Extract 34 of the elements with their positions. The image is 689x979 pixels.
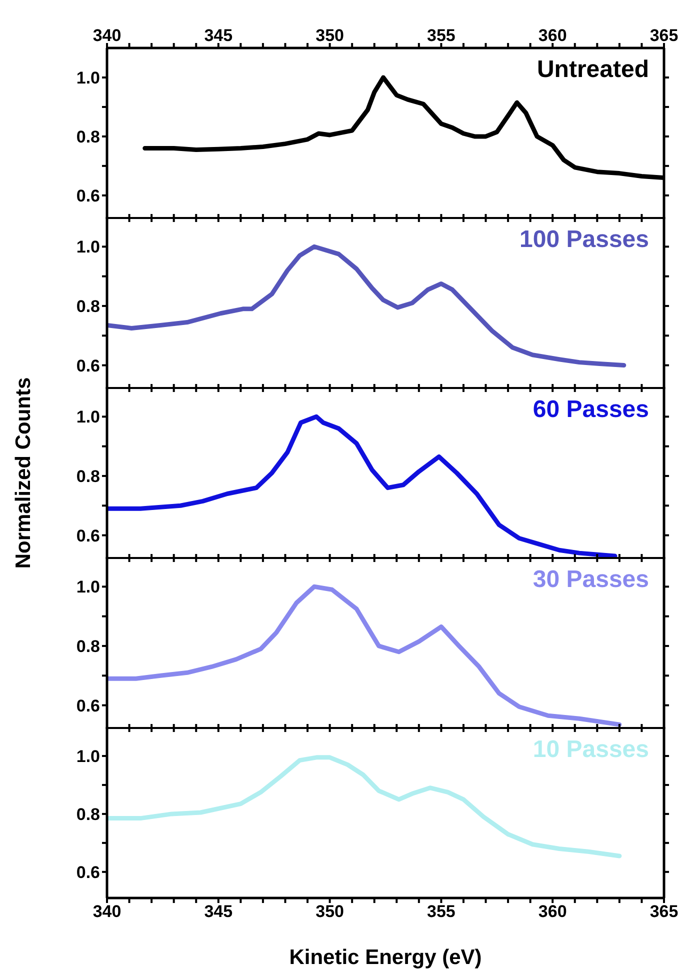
y-tick-label: 1.0 <box>76 68 100 88</box>
x2-tick-label: 350 <box>316 26 344 45</box>
y-tick-label: 0.6 <box>76 862 100 882</box>
y-tick-label: 1.0 <box>76 747 100 766</box>
y-tick-label: 1.0 <box>76 578 100 597</box>
y-axis-title: Normalized Counts <box>12 377 36 569</box>
x-tick-label: 365 <box>650 902 678 922</box>
x2-tick-label: 365 <box>650 26 678 45</box>
x2-tick-label: 360 <box>538 26 567 45</box>
x-tick-label: 345 <box>204 902 233 922</box>
y-tick-label: 1.0 <box>76 408 100 427</box>
y-tick-label: 0.8 <box>76 804 100 824</box>
y-tick-label: 0.8 <box>76 637 100 656</box>
y-tick-label: 1.0 <box>76 238 100 257</box>
y-tick-label: 0.6 <box>76 356 100 376</box>
y-tick-label: 0.6 <box>76 526 100 546</box>
y-tick-label: 0.6 <box>76 186 100 206</box>
y-tick-label: 0.8 <box>76 127 100 146</box>
legend-label: Untreated <box>536 56 649 84</box>
x-axis-title: Kinetic Energy (eV) <box>289 946 482 969</box>
x-tick-label: 350 <box>316 902 344 922</box>
x2-tick-label: 340 <box>92 26 122 45</box>
text: 30 Passes <box>532 566 649 594</box>
y-tick-label: 0.6 <box>76 696 100 716</box>
text: 10 Passes <box>532 736 649 764</box>
x-tick-label: 360 <box>538 902 567 922</box>
text: 60 Passes <box>532 396 649 424</box>
x-tick-label: 340 <box>92 902 122 922</box>
text: 100 Passes <box>520 226 649 254</box>
y-tick-label: 0.8 <box>76 297 100 316</box>
x2-tick-label: 345 <box>204 26 233 45</box>
x-tick-label: 355 <box>427 902 456 922</box>
y-tick-label: 0.8 <box>76 467 100 486</box>
x2-tick-label: 355 <box>427 26 456 45</box>
